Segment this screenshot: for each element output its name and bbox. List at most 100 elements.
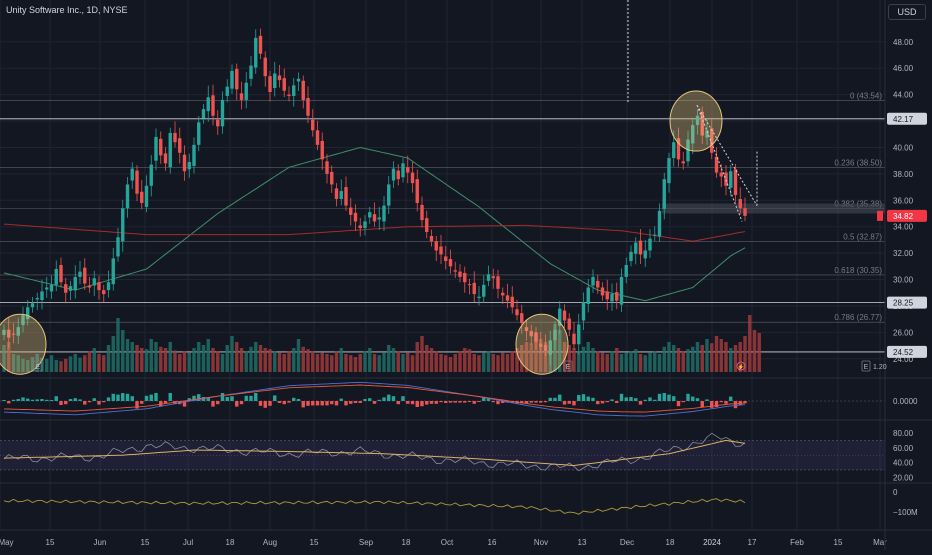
macd-histogram-bar [344,401,348,406]
price-label-text: 42.17 [893,115,914,124]
candle [458,264,462,283]
price-tick-label: 34.00 [893,223,914,232]
candle [714,147,719,178]
candle-body [558,308,562,326]
macd-histogram-bar [657,393,662,401]
macd-histogram-bar [320,401,324,406]
price-tick-label: 32.00 [893,249,914,258]
macd-histogram-bar [311,401,315,406]
candle [667,152,671,193]
candle-body [434,241,438,251]
currency-selector[interactable]: USD [888,4,926,20]
candle-body [577,324,581,345]
volume-bar [482,352,486,372]
macd-histogram-bar [520,401,524,404]
earnings-marker-label: E [864,364,869,371]
macd-histogram-bar [733,401,738,409]
candle [401,158,405,183]
macd-histogram-bar [448,401,453,403]
macd-histogram-bar [643,399,647,401]
earnings-marker [33,360,43,372]
candle-body [691,125,695,144]
macd-histogram-bar [130,396,134,401]
macd-histogram-bar [325,401,329,406]
candle-body [605,291,609,300]
volume-bar [705,339,709,372]
volume-bar [106,345,111,372]
candle-body [125,184,130,209]
macd-histogram-bar [235,401,239,407]
candle-body [249,65,253,79]
candle-body [743,208,747,216]
volume-bar [581,346,586,372]
candle-body [106,282,111,291]
volume-bar [377,355,381,372]
macd-histogram-bar [539,401,543,403]
candle [277,64,282,88]
moving-average-slow [3,223,746,242]
candle [710,117,714,160]
volume-bar [610,351,614,372]
macd-histogram-bar [11,399,16,401]
candle [325,153,329,184]
x-axis-label: 15 [141,538,150,547]
candle-body [505,295,510,301]
volume-bar [87,351,92,372]
volume-bar [144,349,149,372]
x-axis-label: Aug [263,538,277,547]
volume-bar [225,345,229,372]
volume-bar [49,355,54,372]
volume-bar [287,351,291,372]
candle [2,324,6,341]
macd-histogram-bar [453,401,457,403]
macd-histogram-bar [21,397,25,401]
candle [187,153,191,178]
candle-body [182,154,187,172]
candle [211,84,215,126]
x-axis-label: 15 [834,538,843,547]
candle [700,106,704,145]
macd-histogram-bar [401,396,405,401]
candle-body [16,327,20,336]
trend-line-dotted [696,105,743,222]
macd-histogram-bar [282,401,286,405]
volume-bar [273,351,277,372]
candle-body [368,212,372,218]
macd-histogram-bar [610,399,614,401]
candle-body [581,302,586,321]
x-axis-label: 18 [402,538,411,547]
price-tick-label: 24.00 [893,355,914,364]
macd-histogram-bar [648,397,652,401]
rsi-tick-label: 80.00 [893,429,914,438]
candle-body [268,76,272,92]
volume-bar [2,345,6,372]
macd-histogram-bar [263,401,267,408]
candle-body [634,242,638,254]
macd-histogram-bar [301,401,305,408]
volume-bar [292,348,296,372]
volume-bar [714,336,719,372]
candle [73,265,77,299]
candle [695,109,700,135]
macd-histogram-bar [16,399,20,401]
volume-bar [30,357,35,372]
candle [600,282,605,301]
candle-body [325,161,329,174]
macd-histogram-bar [415,401,419,407]
rsi-tick-label: 40.00 [893,459,914,468]
price-label-text: 34.82 [893,212,914,221]
candle-body [173,132,177,143]
macd-histogram-bar [334,401,339,406]
candle-body [667,158,671,184]
price-tick-label: 36.00 [893,196,914,205]
candle [92,270,96,297]
volume-bar [111,336,115,372]
candle-body [254,37,258,68]
candle-body [425,218,429,232]
volume-bar [700,345,704,372]
candle-body [273,73,277,89]
volume-bar [116,318,120,372]
volume-bar [729,348,733,372]
